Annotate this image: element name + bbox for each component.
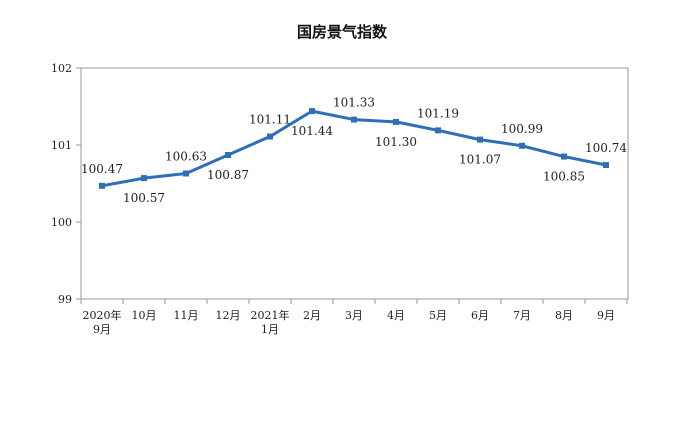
y-tick-label: 99 [58, 293, 72, 306]
x-tick-label: 7月 [513, 309, 531, 322]
data-point [519, 142, 525, 149]
data-point [183, 170, 189, 177]
y-axis: 99 100 101 102 [51, 62, 81, 306]
data-label: 101.19 [417, 106, 459, 120]
data-label: 100.99 [501, 122, 543, 136]
x-tick-label: 9月 [597, 309, 615, 322]
data-label: 100.63 [165, 149, 207, 163]
data-point [225, 152, 231, 159]
data-labels: 100.47100.57100.63100.87101.11101.44101.… [81, 96, 627, 206]
data-label: 101.30 [375, 135, 417, 149]
data-point [393, 118, 399, 125]
data-label: 101.44 [291, 124, 333, 138]
x-tick-label: 3月 [345, 309, 363, 322]
plot-area [80, 67, 629, 300]
x-tick-label: 5月 [429, 309, 447, 322]
x-tick-label: 2020年 [83, 308, 122, 322]
data-point [141, 175, 147, 182]
data-label: 101.33 [333, 96, 375, 110]
data-point [351, 116, 357, 123]
data-label: 100.57 [123, 191, 165, 205]
data-point [267, 133, 273, 140]
data-point [603, 162, 609, 169]
data-label: 100.47 [81, 162, 123, 176]
x-tick-label: 8月 [555, 309, 573, 322]
data-label: 100.74 [585, 141, 627, 155]
data-label: 100.85 [543, 170, 585, 184]
x-tick-label: 9月 [93, 323, 111, 336]
y-tick-label: 101 [51, 139, 72, 152]
data-point [561, 153, 567, 160]
data-point [99, 182, 105, 189]
data-label: 101.11 [249, 113, 291, 127]
data-point [477, 136, 483, 143]
x-tick-label: 12月 [216, 309, 241, 322]
series-line [99, 108, 609, 189]
data-label: 101.07 [459, 153, 501, 167]
x-tick-label: 4月 [387, 309, 405, 322]
data-point [435, 127, 441, 134]
x-tick-label: 1月 [261, 323, 279, 336]
chart-title: 国房景气指数 [297, 23, 388, 41]
x-tick-label: 6月 [471, 309, 489, 322]
x-tick-label: 10月 [132, 309, 157, 322]
data-label: 100.87 [207, 168, 249, 182]
data-point [309, 108, 315, 115]
y-tick-label: 100 [51, 216, 72, 229]
y-tick-label: 102 [51, 62, 72, 75]
x-tick-label: 2月 [303, 309, 321, 322]
x-tick-label: 2021年 [251, 308, 290, 322]
x-tick-label: 11月 [174, 309, 199, 322]
